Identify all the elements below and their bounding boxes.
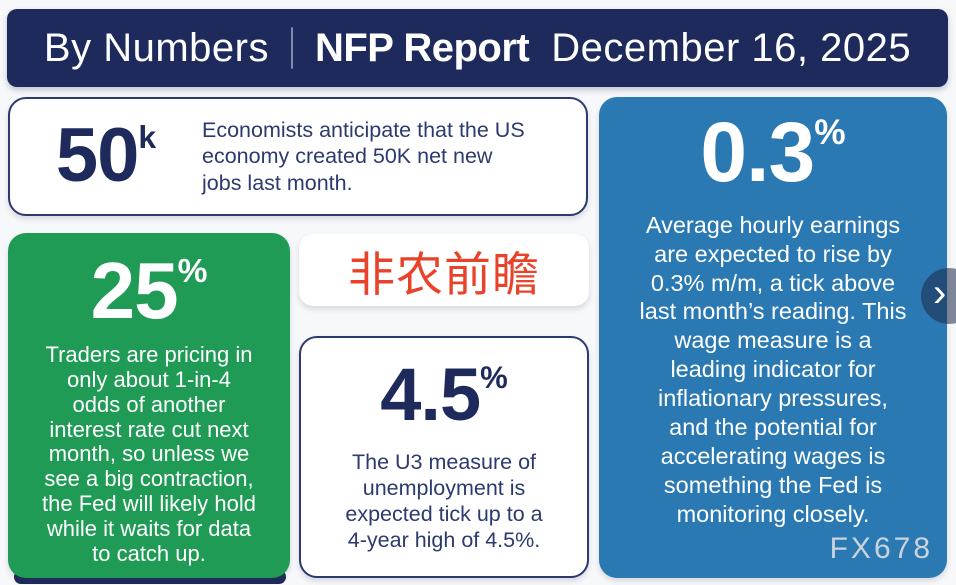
card-unemployment: 4.5% The U3 measure of unemployment is e… — [299, 336, 589, 578]
chevron-right-icon: › — [933, 271, 947, 315]
unemployment-unit: % — [480, 359, 508, 395]
rate-cut-number: 25 — [90, 246, 179, 335]
earnings-unit: % — [814, 113, 846, 153]
earnings-stat-value: 0.3% — [599, 110, 947, 194]
jobs-number: 50 — [55, 113, 140, 199]
jobs-stat-text: Economists anticipate that the US econom… — [202, 118, 525, 195]
rate-cut-unit: % — [177, 253, 208, 291]
rate-cut-stat-text: Traders are pricing in only about 1-in-4… — [42, 342, 256, 566]
card-jobs-forecast: 50k Economists anticipate that the US ec… — [8, 97, 588, 216]
jobs-unit: k — [138, 119, 157, 156]
header-bar: By Numbers NFP Report December 16, 2025 — [7, 9, 948, 87]
card-rate-cut-odds: 25% Traders are pricing in only about 1-… — [8, 233, 290, 578]
header-divider — [290, 27, 293, 69]
earnings-number: 0.3 — [700, 105, 815, 199]
rate-cut-stat-value: 25% — [8, 251, 290, 331]
earnings-stat-text: Average hourly earnings are expected to … — [639, 211, 907, 527]
jobs-stat-value: 50k — [10, 118, 202, 194]
card-hourly-earnings: 0.3% Average hourly earnings are expecte… — [599, 97, 947, 578]
chinese-title-text: 非农前瞻 — [348, 247, 540, 301]
header-left-title: By Numbers — [43, 25, 269, 70]
report-date: December 16, 2025 — [551, 25, 912, 70]
report-title: NFP Report — [314, 25, 530, 70]
card-chinese-title: 非农前瞻 — [299, 234, 589, 306]
fx678-watermark: FX678 — [829, 532, 933, 565]
unemployment-stat-value: 4.5% — [301, 358, 587, 432]
unemployment-number: 4.5 — [380, 353, 481, 436]
unemployment-stat-text: The U3 measure of unemployment is expect… — [345, 450, 543, 552]
